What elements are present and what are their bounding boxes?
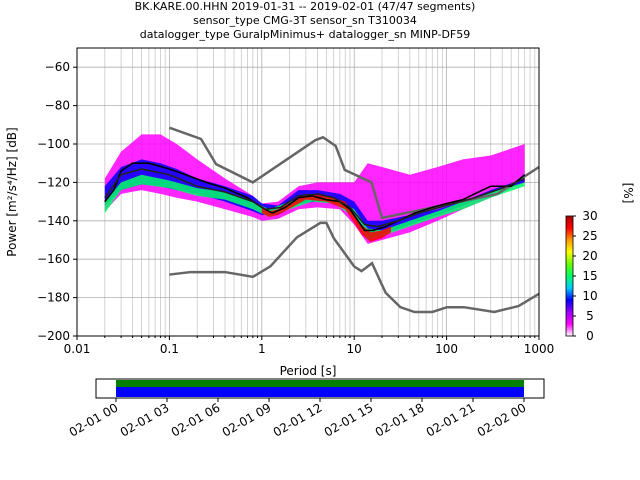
reference-lines (104, 126, 539, 314)
timeline-tick-label: 02-01 15 (322, 400, 376, 439)
x-tick-label: 1 (258, 342, 266, 356)
colorbar-bar (565, 215, 574, 337)
x-tick-label: 1000 (524, 342, 555, 356)
colorbar-tick-label: 30 (582, 209, 597, 223)
series-line-mode (104, 162, 526, 232)
colorbar-tick-label: 10 (582, 289, 597, 303)
timeline-tick-label: 02-02 00 (475, 400, 529, 439)
timeline-tick-label: 02-01 21 (424, 400, 478, 439)
x-tick-label: 10 (347, 342, 362, 356)
title-line-1: BK.KARE.00.HHN 2019-01-31 -- 2019-02-01 … (135, 0, 476, 13)
y-tick-label: −80 (45, 99, 70, 113)
x-tick-label: 0.01 (64, 342, 91, 356)
y-axis-label: Power [m²/s⁴/Hz] [dB] (5, 127, 19, 256)
timeline-tick-label: 02-01 09 (220, 400, 274, 439)
colorbar-tick-label: 25 (582, 229, 597, 243)
x-tick-label: 100 (435, 342, 458, 356)
colorbar-tick-label: 20 (582, 249, 597, 263)
series-line-mean (104, 168, 526, 228)
timeline-tick-label: 02-01 03 (118, 400, 172, 439)
density-band-30 (261, 193, 391, 242)
y-tick-label: −100 (37, 137, 70, 151)
colorbar-tick-label: 5 (586, 309, 594, 323)
title-line-3: datalogger_type GuralpMinimus+ datalogge… (140, 28, 471, 41)
density-map (104, 134, 525, 244)
timeline-coverage-bar (116, 380, 524, 387)
x-axis-ticks: 0.01 0.1 1 10 100 1000 (64, 336, 555, 356)
title: BK.KARE.00.HHN 2019-01-31 -- 2019-02-01 … (135, 0, 476, 41)
y-tick-label: −160 (37, 252, 70, 266)
series-line-nlnm (169, 221, 539, 314)
timeline-segment-bar (116, 387, 524, 397)
y-tick-label: −120 (37, 175, 70, 189)
title-line-2: sensor_type CMG-3T sensor_sn T310034 (193, 14, 417, 27)
series-line-nhnm (168, 126, 539, 220)
colorbar-tick-label: 15 (582, 269, 597, 283)
timeline-tick-label: 02-01 00 (67, 400, 121, 439)
timeline-tick-label: 02-01 06 (169, 400, 223, 439)
y-axis-ticks: −60 −80 −100 −120 −140 −160 −180 −200 (37, 60, 77, 343)
y-tick-label: −140 (37, 214, 70, 228)
colorbar: 0 5 10 15 20 25 30 (565, 209, 598, 343)
x-axis-label: Period [s] (280, 364, 337, 378)
x-tick-label: 0.1 (160, 342, 179, 356)
plot-frame (76, 47, 540, 337)
colorbar-label: [%] (621, 183, 635, 204)
timeline-tick-label: 02-01 12 (271, 400, 325, 439)
colorbar-tick-label: 0 (586, 329, 594, 343)
timeline-tick-label: 02-01 18 (373, 400, 427, 439)
density-band-20 (104, 174, 525, 240)
y-tick-label: −60 (45, 60, 70, 74)
y-tick-label: −200 (37, 329, 70, 343)
y-tick-label: −180 (37, 291, 70, 305)
